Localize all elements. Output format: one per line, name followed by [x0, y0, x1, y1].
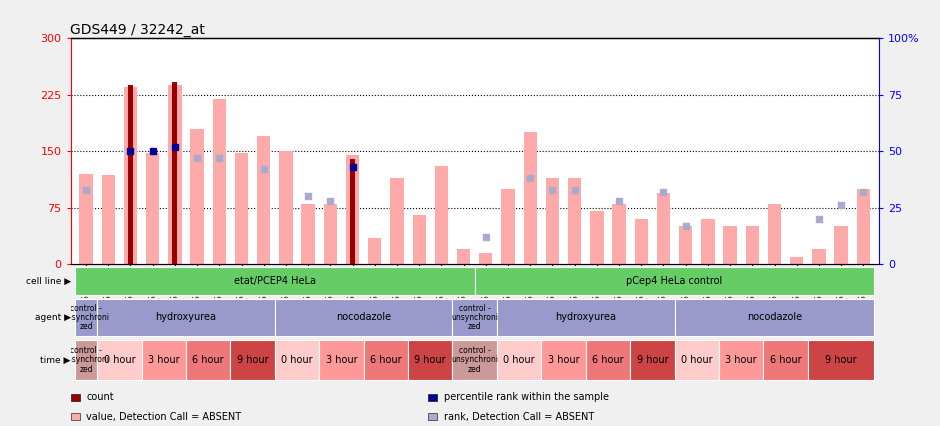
Text: cell line ▶: cell line ▶: [25, 276, 70, 286]
Bar: [274, 340, 320, 380]
Text: control -
unsynchroni
zed: control - unsynchroni zed: [451, 303, 498, 331]
Bar: [302, 204, 315, 264]
Text: count: count: [86, 392, 114, 403]
Text: percentile rank within the sample: percentile rank within the sample: [444, 392, 609, 403]
Text: hydroxyurea: hydroxyurea: [556, 312, 617, 322]
Bar: [142, 340, 186, 380]
Text: 3 hour: 3 hour: [726, 355, 757, 365]
Bar: [568, 178, 581, 264]
Bar: [230, 340, 274, 380]
Bar: [257, 136, 271, 264]
Bar: [434, 166, 448, 264]
Bar: [146, 153, 160, 264]
Bar: [124, 87, 137, 264]
Text: 6 hour: 6 hour: [770, 355, 802, 365]
Bar: [274, 299, 452, 336]
Bar: [657, 193, 670, 264]
Bar: [172, 82, 178, 264]
Bar: [701, 219, 714, 264]
Bar: [350, 159, 355, 264]
Text: nocodazole: nocodazole: [747, 312, 802, 322]
Text: 9 hour: 9 hour: [825, 355, 857, 365]
Bar: [191, 129, 204, 264]
Bar: [790, 256, 804, 264]
Text: 3 hour: 3 hour: [548, 355, 579, 365]
Bar: [75, 267, 475, 296]
Text: GDS449 / 32242_at: GDS449 / 32242_at: [70, 23, 205, 37]
Bar: [475, 267, 874, 296]
Bar: [835, 227, 848, 264]
Bar: [724, 227, 737, 264]
Bar: [586, 340, 630, 380]
Bar: [413, 215, 426, 264]
Text: 0 hour: 0 hour: [681, 355, 713, 365]
Bar: [630, 340, 675, 380]
Bar: [320, 340, 364, 380]
Bar: [452, 340, 497, 380]
Text: 9 hour: 9 hour: [415, 355, 446, 365]
Bar: [745, 227, 759, 264]
Bar: [497, 340, 541, 380]
Text: 0 hour: 0 hour: [103, 355, 135, 365]
Text: agent ▶: agent ▶: [35, 313, 70, 322]
Bar: [364, 340, 408, 380]
Bar: [97, 340, 142, 380]
Bar: [102, 176, 115, 264]
Bar: [675, 340, 719, 380]
Text: 9 hour: 9 hour: [636, 355, 668, 365]
Bar: [212, 98, 226, 264]
Bar: [452, 299, 497, 336]
Bar: [75, 299, 97, 336]
Text: 3 hour: 3 hour: [148, 355, 180, 365]
Bar: [763, 340, 807, 380]
Bar: [346, 155, 359, 264]
Bar: [75, 340, 97, 380]
Bar: [479, 253, 493, 264]
Bar: [812, 249, 825, 264]
Bar: [675, 299, 874, 336]
Bar: [408, 340, 452, 380]
Text: nocodazole: nocodazole: [337, 312, 391, 322]
Text: 6 hour: 6 hour: [592, 355, 624, 365]
Text: rank, Detection Call = ABSENT: rank, Detection Call = ABSENT: [444, 412, 594, 422]
Text: time ▶: time ▶: [40, 355, 70, 365]
Bar: [457, 249, 470, 264]
Text: 6 hour: 6 hour: [370, 355, 401, 365]
Bar: [634, 219, 648, 264]
Text: control -
unsynchroni
zed: control - unsynchroni zed: [63, 303, 110, 331]
Bar: [235, 153, 248, 264]
Text: value, Detection Call = ABSENT: value, Detection Call = ABSENT: [86, 412, 242, 422]
Bar: [768, 204, 781, 264]
Bar: [168, 85, 181, 264]
Bar: [679, 227, 693, 264]
Bar: [497, 299, 675, 336]
Bar: [390, 178, 403, 264]
Bar: [719, 340, 763, 380]
Bar: [128, 85, 133, 264]
Text: 9 hour: 9 hour: [237, 355, 269, 365]
Text: pCep4 HeLa control: pCep4 HeLa control: [626, 276, 723, 286]
Bar: [279, 151, 292, 264]
Bar: [546, 178, 559, 264]
Text: etat/PCEP4 HeLa: etat/PCEP4 HeLa: [234, 276, 316, 286]
Text: hydroxyurea: hydroxyurea: [155, 312, 216, 322]
Text: 6 hour: 6 hour: [193, 355, 224, 365]
Bar: [186, 340, 230, 380]
Bar: [524, 132, 537, 264]
Text: 0 hour: 0 hour: [281, 355, 313, 365]
Text: control -
unsynchroni
zed: control - unsynchroni zed: [63, 346, 110, 374]
Bar: [97, 299, 274, 336]
Bar: [590, 211, 603, 264]
Text: 3 hour: 3 hour: [325, 355, 357, 365]
Bar: [368, 238, 382, 264]
Text: control -
unsynchroni
zed: control - unsynchroni zed: [451, 346, 498, 374]
Text: 0 hour: 0 hour: [503, 355, 535, 365]
Bar: [856, 189, 870, 264]
Bar: [612, 204, 626, 264]
Bar: [323, 204, 337, 264]
Bar: [79, 174, 93, 264]
Bar: [501, 189, 515, 264]
Bar: [807, 340, 874, 380]
Bar: [541, 340, 586, 380]
